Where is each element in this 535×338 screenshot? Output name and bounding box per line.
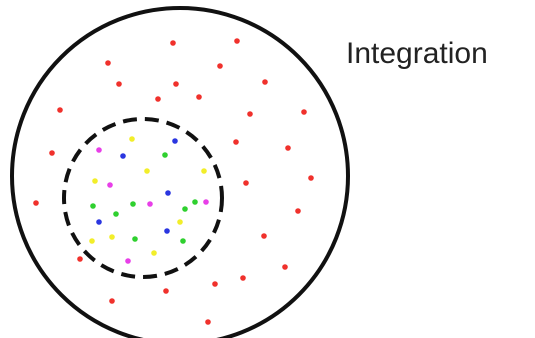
green-dot	[180, 238, 186, 244]
magenta-dot	[203, 199, 209, 205]
red-dot	[247, 111, 253, 117]
red-dot	[262, 79, 268, 85]
red-dot	[173, 81, 179, 87]
red-dot	[308, 175, 314, 181]
red-dot	[155, 96, 161, 102]
yellow-dot	[109, 234, 115, 240]
green-dot	[130, 201, 136, 207]
yellow-dot	[151, 250, 157, 256]
red-dot	[163, 288, 169, 294]
dot-group	[33, 38, 314, 325]
green-dot	[132, 236, 138, 242]
green-dot	[162, 152, 168, 158]
blue-dot	[172, 138, 178, 144]
red-dot	[243, 180, 249, 186]
blue-dot	[165, 190, 171, 196]
red-dot	[109, 298, 115, 304]
red-dot	[77, 256, 83, 262]
red-dot	[170, 40, 176, 46]
green-dot	[90, 203, 96, 209]
blue-dot	[164, 228, 170, 234]
red-dot	[212, 281, 218, 287]
red-dot	[205, 319, 211, 325]
red-dot	[57, 107, 63, 113]
blue-dot	[96, 219, 102, 225]
red-dot	[49, 150, 55, 156]
red-dot	[33, 200, 39, 206]
blue-dot	[120, 153, 126, 159]
magenta-dot	[96, 147, 102, 153]
red-dot	[282, 264, 288, 270]
magenta-dot	[147, 201, 153, 207]
yellow-dot	[177, 219, 183, 225]
red-dot	[233, 139, 239, 145]
yellow-dot	[144, 168, 150, 174]
red-dot	[301, 109, 307, 115]
diagram-label: Integration	[346, 37, 488, 70]
green-dot	[182, 206, 188, 212]
magenta-dot	[107, 182, 113, 188]
magenta-dot	[125, 258, 131, 264]
red-dot	[295, 208, 301, 214]
inner-circle	[62, 117, 224, 279]
red-dot	[234, 38, 240, 44]
yellow-dot	[129, 136, 135, 142]
red-dot	[116, 81, 122, 87]
green-dot	[113, 211, 119, 217]
green-dot	[192, 199, 198, 205]
outer-circle	[10, 6, 350, 338]
red-dot	[217, 63, 223, 69]
red-dot	[105, 60, 111, 66]
yellow-dot	[201, 168, 207, 174]
red-dot	[285, 145, 291, 151]
red-dot	[240, 275, 246, 281]
red-dot	[261, 233, 267, 239]
yellow-dot	[89, 238, 95, 244]
yellow-dot	[92, 178, 98, 184]
red-dot	[196, 94, 202, 100]
